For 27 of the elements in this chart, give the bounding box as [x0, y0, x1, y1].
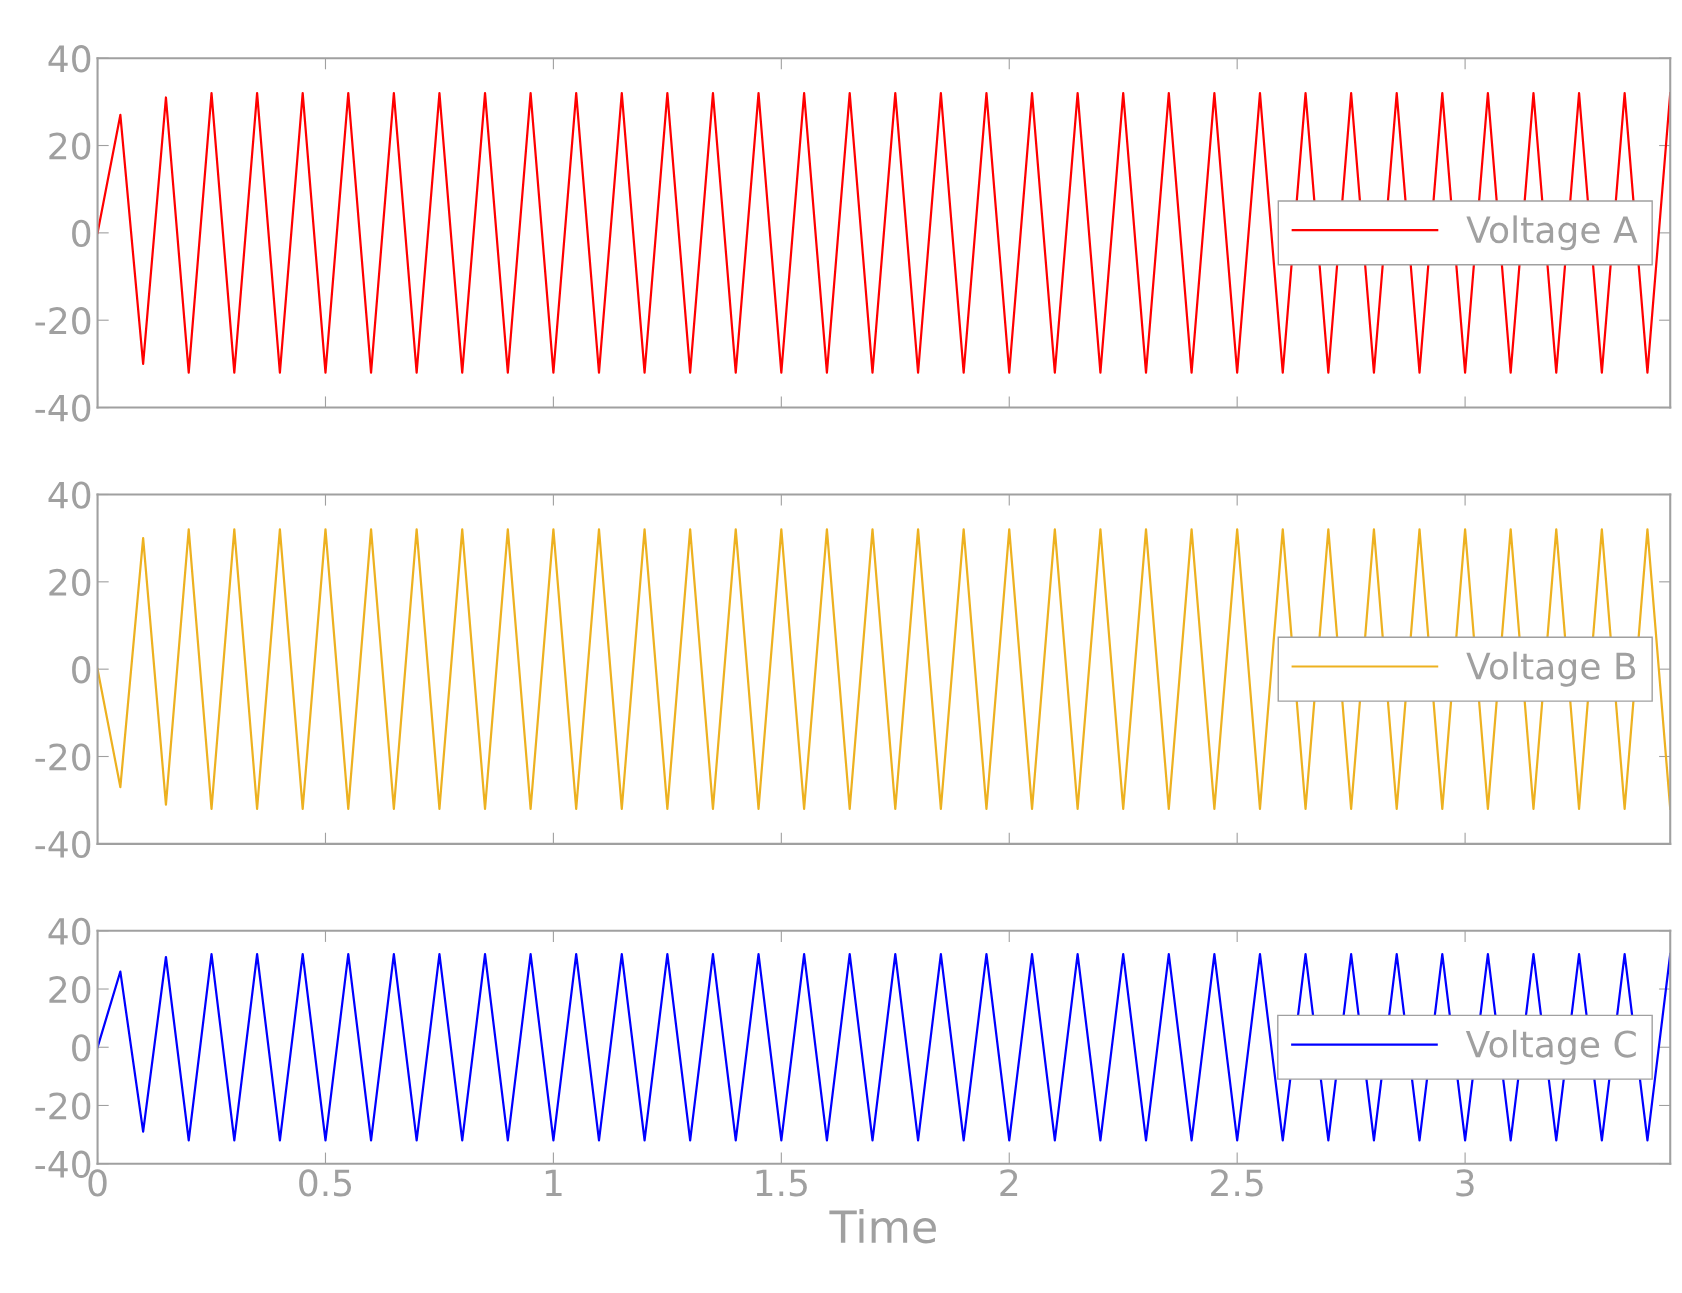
x-tick-label: 2.5 [1211, 1169, 1263, 1197]
line-series [97, 528, 1671, 811]
y-tick-label: 40 [48, 917, 91, 946]
legend-label: Voltage B [1466, 651, 1636, 687]
x-tick-label: 0.5 [299, 1169, 352, 1197]
y-tick-label: -20 [35, 743, 91, 771]
y-tick-label: 40 [48, 481, 91, 509]
y-tick-label: -40 [35, 830, 91, 859]
y-tick-label: 0 [72, 219, 91, 248]
legend-label: Voltage C [1465, 1029, 1636, 1065]
x-tick-label: 2 [1000, 1169, 1018, 1196]
x-axis-title: Time [829, 1209, 936, 1244]
y-tick-label: -20 [35, 1092, 91, 1120]
x-tick-label: 3 [1456, 1169, 1474, 1197]
y-tick-label: 0 [72, 656, 91, 684]
x-tick-label: 1 [545, 1169, 562, 1196]
y-tick-label: -40 [35, 394, 91, 422]
y-tick-label: 20 [49, 132, 91, 160]
y-tick-label: 40 [48, 45, 91, 73]
y-tick-label: 20 [49, 975, 91, 1004]
y-tick-label: 0 [72, 1034, 91, 1062]
y-tick-label: 20 [49, 568, 91, 597]
line-series [97, 952, 1671, 1142]
y-tick-label: -20 [35, 307, 91, 335]
legend-label: Voltage A [1466, 215, 1638, 251]
x-tick-label: 1.5 [756, 1169, 807, 1197]
line-series [97, 92, 1671, 374]
